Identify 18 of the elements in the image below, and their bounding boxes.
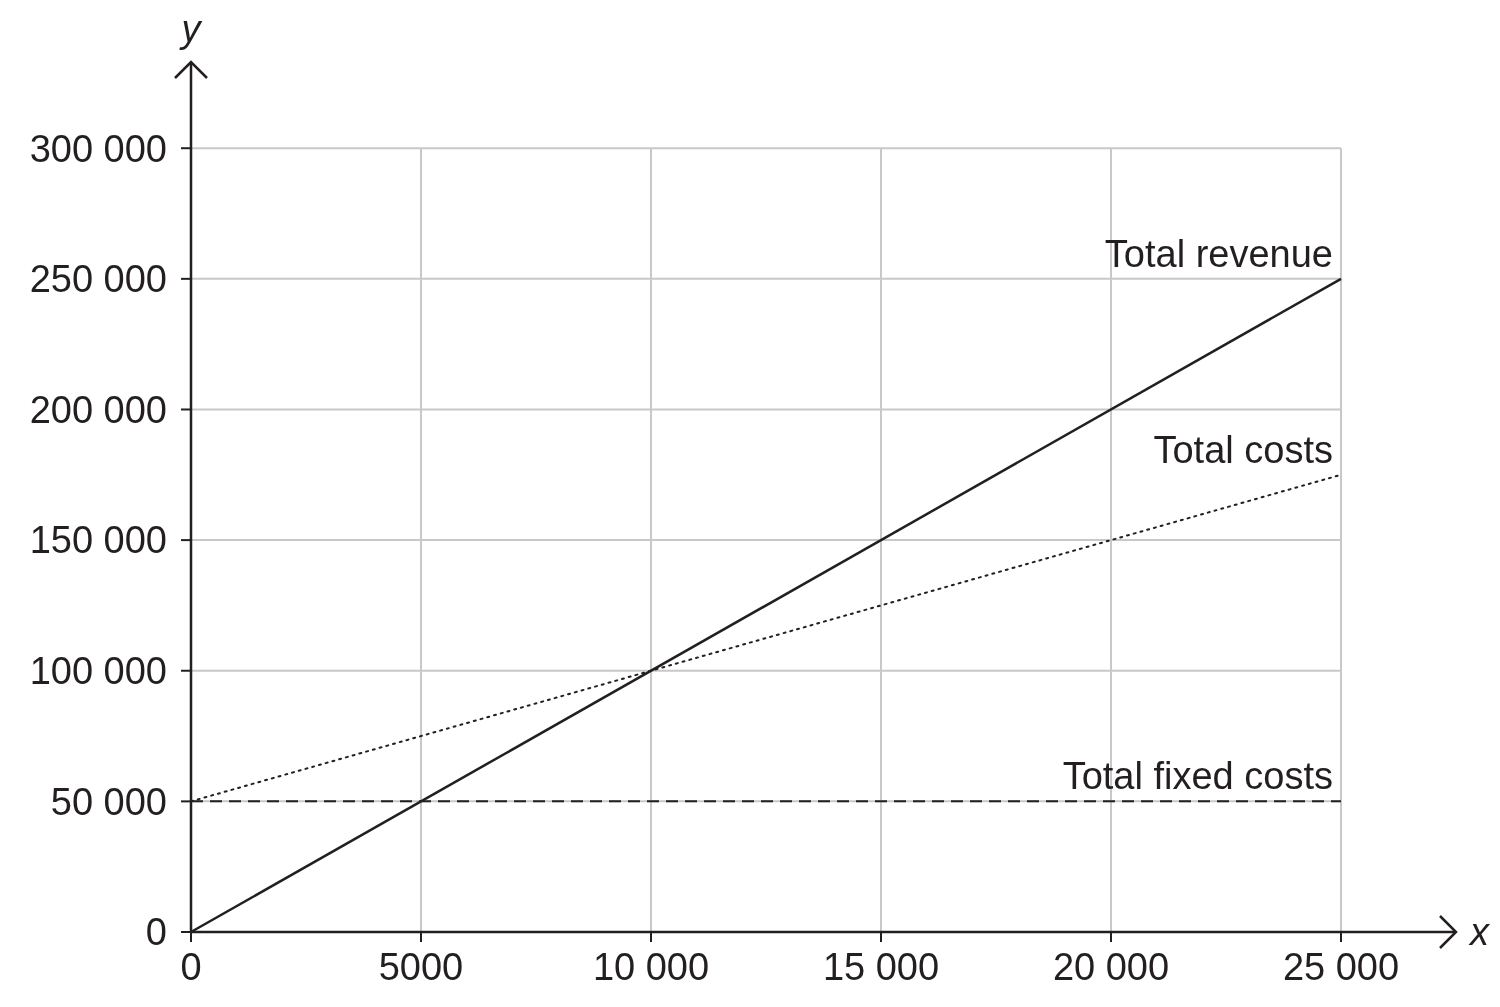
series-label: Total revenue	[1104, 232, 1333, 275]
y-tick-label: 50 000	[50, 780, 167, 823]
series-label: Total costs	[1153, 428, 1333, 471]
y-tick-label: 100 000	[29, 650, 167, 693]
y-tick-label: 150 000	[29, 519, 167, 562]
series-label: Total fixed costs	[1062, 755, 1333, 798]
x-tick-label: 25 000	[1282, 946, 1400, 988]
x-tick-label: 0	[180, 946, 202, 988]
x-tick-label: 20 000	[1052, 946, 1170, 988]
x-tick-label: 10 000	[592, 946, 710, 988]
x-tick-label: 15 000	[822, 946, 940, 988]
y-tick-label: 200 000	[29, 388, 167, 431]
y-axis-title: y	[178, 8, 203, 50]
y-tick-label: 0	[145, 911, 167, 954]
x-axis-title: x	[1468, 911, 1491, 954]
y-tick-label: 250 000	[29, 258, 167, 301]
x-tick-label: 5000	[378, 946, 464, 988]
y-tick-label: 300 000	[29, 127, 167, 170]
